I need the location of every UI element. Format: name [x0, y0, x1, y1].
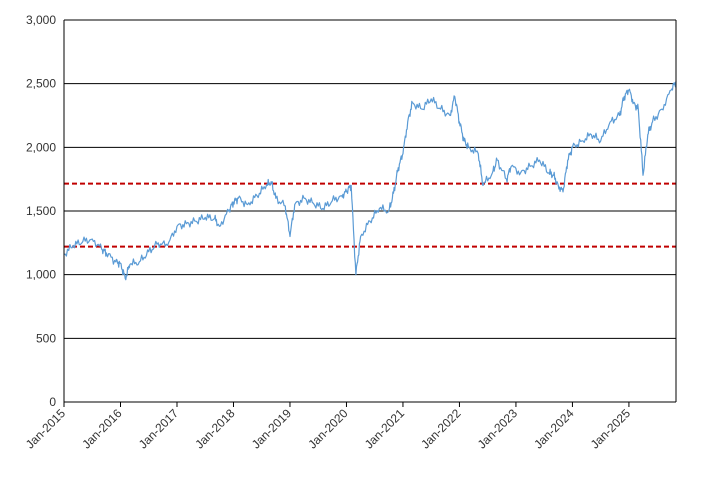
y-tick-label: 1,500 [26, 204, 56, 218]
x-tick-label: Jan-2015 [23, 406, 69, 452]
x-tick-label: Jan-2017 [136, 406, 182, 452]
x-tick-label: Jan-2025 [588, 406, 634, 452]
y-tick-label: 3,000 [26, 13, 56, 27]
x-tick-label: Jan-2018 [192, 406, 238, 452]
x-tick-label: Jan-2024 [531, 406, 577, 452]
x-tick-label: Jan-2019 [249, 406, 295, 452]
series-line-1 [63, 81, 677, 281]
x-axis-tick-labels: Jan-2015 Jan-2016 Jan-2017 Jan-2018 Jan-2019… [23, 406, 633, 452]
x-tick-label: Jan-2021 [362, 406, 408, 452]
y-axis-tick-labels: 0 500 1,000 1,500 2,000 2,500 3,000 [26, 13, 56, 409]
x-tick-label: Jan-2023 [475, 406, 521, 452]
gridlines [64, 19, 676, 339]
axes [63, 20, 677, 407]
x-tick-label: Jan-2022 [418, 406, 464, 452]
y-tick-label: 0 [49, 395, 56, 409]
x-tick-label: Jan-2020 [305, 406, 351, 452]
reference-lines [64, 182, 676, 248]
y-tick-label: 2,500 [26, 77, 56, 91]
y-tick-label: 1,000 [26, 268, 56, 282]
y-tick-label: 500 [36, 331, 56, 345]
series-layer [63, 81, 677, 281]
y-tick-label: 2,000 [26, 140, 56, 154]
x-tick-label: Jan-2016 [79, 406, 125, 452]
